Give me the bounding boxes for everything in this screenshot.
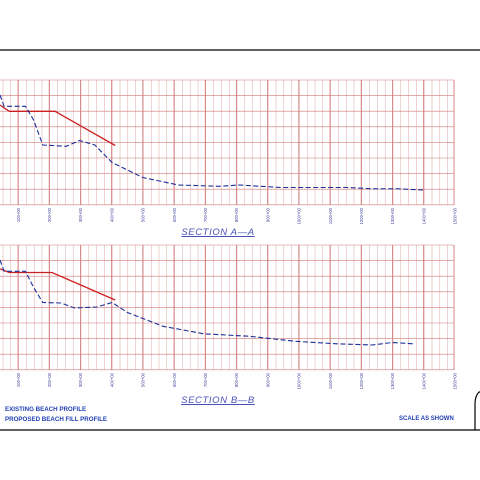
station-label: 500+00: [141, 372, 146, 387]
section-a-station-labels: 100+00 200+00 300+00 400+00 500+00 600+00 700+…: [16, 207, 458, 224]
station-label: 100+00: [16, 207, 21, 222]
station-label: 700+00: [203, 207, 208, 222]
station-label: 800+00: [234, 207, 239, 222]
section-a-existing-beach-profile: [0, 94, 424, 191]
legend-proposed-beach-fill-profile: PROPOSED BEACH FILL PROFILE: [5, 416, 107, 423]
station-label: 1300+00: [390, 207, 395, 224]
station-label: 400+00: [109, 207, 114, 222]
station-label: 1100+00: [328, 207, 333, 224]
legend-existing-beach-profile: EXISTING BEACH PROFILE: [5, 406, 87, 413]
section-b-station-labels: 100+00 200+00 300+00 400+00 500+00 600+00 700+…: [16, 372, 458, 389]
station-label: 1400+00: [421, 207, 426, 224]
section-b-existing-beach-profile: [0, 259, 413, 346]
station-label: 1400+00: [421, 372, 426, 389]
station-label: 800+00: [234, 372, 239, 387]
station-label: 700+00: [203, 372, 208, 387]
station-label: 300+00: [78, 207, 83, 222]
station-label: 1500+00: [453, 372, 458, 389]
station-label: 1500+00: [453, 207, 458, 224]
station-label: 1100+00: [328, 372, 333, 389]
station-label: 400+00: [109, 372, 114, 387]
station-label: 300+00: [78, 372, 83, 387]
section-b-grid: [0, 244, 455, 371]
station-label: 1000+00: [297, 207, 302, 224]
station-label: 1200+00: [359, 372, 364, 389]
station-label: 900+00: [265, 372, 270, 387]
scale-note: SCALE AS SHOWN: [399, 416, 454, 422]
section-a-title: SECTION A—A: [181, 227, 255, 238]
sheet-border: [0, 49, 480, 431]
station-label: 500+00: [141, 207, 146, 222]
station-label: 1200+00: [359, 207, 364, 224]
station-label: 1000+00: [297, 372, 302, 389]
title-block-edge: [474, 391, 480, 430]
station-label: 600+00: [172, 372, 177, 387]
section-b-title: SECTION B—B: [181, 395, 255, 406]
station-label: 100+00: [16, 372, 21, 387]
station-label: 600+00: [172, 207, 177, 222]
section-b-proposed-fill-profile: [0, 268, 116, 301]
station-label: 1300+00: [390, 372, 395, 389]
section-a-grid: [0, 79, 455, 206]
station-label: 900+00: [265, 207, 270, 222]
station-label: 200+00: [47, 372, 52, 387]
station-label: 200+00: [47, 207, 52, 222]
section-a-proposed-fill-profile: [0, 104, 116, 147]
